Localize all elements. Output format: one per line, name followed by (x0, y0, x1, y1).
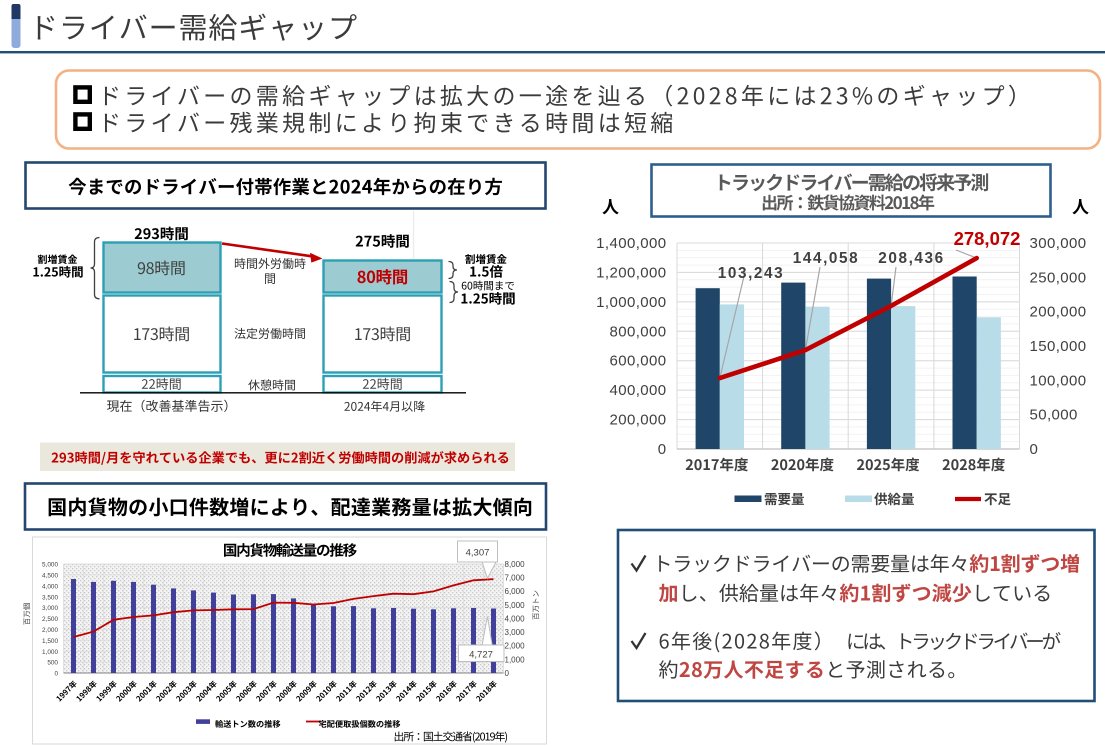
svg-text:0: 0 (658, 441, 667, 458)
svg-text:144,058: 144,058 (793, 250, 860, 267)
svg-text:600,000: 600,000 (609, 353, 666, 370)
svg-text:4,000: 4,000 (42, 583, 58, 590)
svg-text:278,072: 278,072 (954, 228, 1021, 249)
svg-text:1,000: 1,000 (42, 649, 58, 656)
svg-text:208,436: 208,436 (878, 250, 945, 267)
svg-text:2,500: 2,500 (42, 616, 58, 623)
svg-text:2,000: 2,000 (42, 627, 58, 634)
svg-text:200,000: 200,000 (609, 412, 666, 429)
svg-text:5,000: 5,000 (42, 562, 58, 569)
svg-text:4,307: 4,307 (466, 548, 490, 559)
svg-text:800,000: 800,000 (609, 323, 666, 340)
svg-text:0: 0 (1030, 441, 1039, 458)
svg-text:200,000: 200,000 (1030, 304, 1087, 321)
svg-text:2,000: 2,000 (505, 642, 526, 651)
svg-text:4,000: 4,000 (505, 614, 526, 623)
svg-text:5,000: 5,000 (505, 601, 526, 610)
svg-text:103,243: 103,243 (718, 265, 785, 282)
svg-text:1,200,000: 1,200,000 (596, 264, 666, 281)
svg-text:0: 0 (505, 669, 510, 678)
svg-text:4,500: 4,500 (42, 573, 58, 580)
svg-text:6,000: 6,000 (505, 587, 526, 596)
svg-text:7,000: 7,000 (505, 574, 526, 583)
svg-text:1,000: 1,000 (505, 655, 526, 664)
svg-text:1,400,000: 1,400,000 (596, 235, 666, 252)
svg-text:3,500: 3,500 (42, 594, 58, 601)
svg-text:100,000: 100,000 (1030, 372, 1087, 389)
svg-text:250,000: 250,000 (1030, 269, 1087, 286)
svg-text:400,000: 400,000 (609, 382, 666, 399)
svg-text:3,000: 3,000 (42, 605, 58, 612)
svg-text:50,000: 50,000 (1030, 407, 1078, 424)
svg-text:300,000: 300,000 (1030, 235, 1087, 252)
svg-text:1,500: 1,500 (42, 638, 58, 645)
svg-text:1,000,000: 1,000,000 (596, 294, 666, 311)
svg-text:500: 500 (47, 660, 58, 667)
svg-text:8,000: 8,000 (505, 560, 526, 569)
svg-text:0: 0 (54, 671, 58, 678)
svg-text:150,000: 150,000 (1030, 338, 1087, 355)
svg-text:4,727: 4,727 (469, 650, 493, 661)
svg-text:3,000: 3,000 (505, 628, 526, 637)
